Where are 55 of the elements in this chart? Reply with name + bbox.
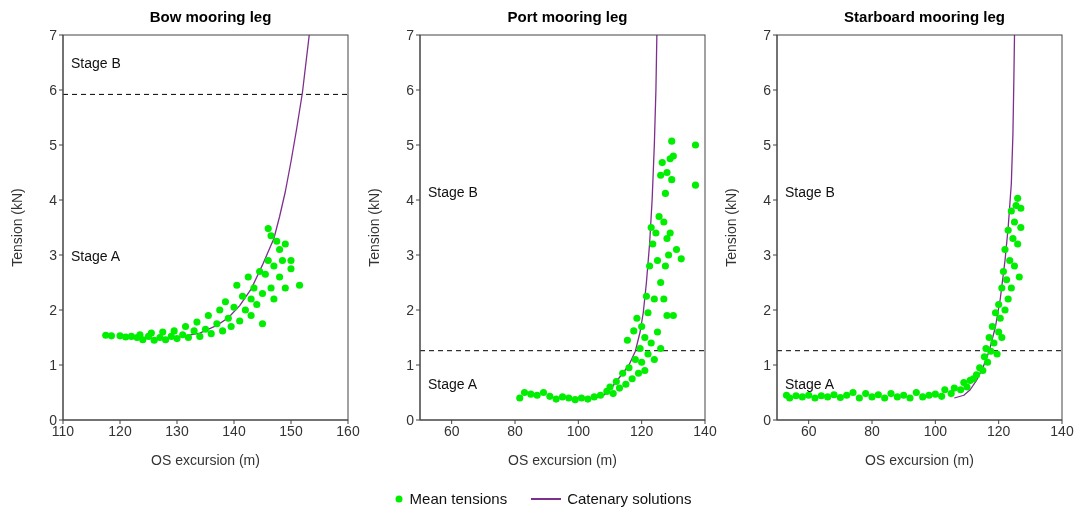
- y-tick-label: 7: [49, 26, 58, 43]
- x-tick-label: 60: [443, 422, 460, 439]
- y-tick-label: 3: [763, 246, 772, 263]
- x-tick-label: 140: [222, 422, 246, 439]
- annotation: Stage B: [71, 55, 121, 72]
- x-tick-label: 60: [800, 422, 817, 439]
- x-tick-label: 80: [864, 422, 880, 439]
- legend-label: Mean tensions: [409, 490, 508, 507]
- y-axis-title: Tension (kN): [722, 188, 739, 267]
- x-tick-label: 100: [923, 422, 948, 439]
- x-tick-label: 120: [629, 422, 654, 439]
- y-tick-label: 0: [406, 411, 415, 428]
- y-tick-label: 4: [763, 191, 772, 208]
- y-tick-label: 1: [406, 356, 415, 373]
- y-tick-label: 5: [406, 136, 415, 153]
- y-tick-label: 3: [406, 246, 415, 263]
- y-tick-label: 1: [763, 356, 772, 373]
- y-tick-label: 6: [406, 81, 415, 98]
- x-axis-title: OS excursion (m): [151, 452, 260, 468]
- y-tick-label: 2: [406, 301, 415, 318]
- y-tick-label: 2: [763, 301, 772, 318]
- y-tick-label: 3: [49, 246, 58, 263]
- y-tick-label: 0: [763, 411, 772, 428]
- y-tick-label: 1: [49, 356, 58, 373]
- y-tick-label: 4: [49, 191, 58, 208]
- y-tick-label: 6: [763, 81, 772, 98]
- y-tick-label: 2: [49, 301, 58, 318]
- y-tick-label: 7: [406, 26, 415, 43]
- x-axis-title: OS excursion (m): [865, 452, 974, 468]
- annotation: Stage B: [785, 183, 835, 200]
- chart-title: Port mooring leg: [507, 8, 628, 25]
- y-tick-label: 5: [763, 136, 772, 153]
- x-tick-label: 80: [507, 422, 523, 439]
- x-tick-label: 140: [1050, 422, 1074, 439]
- annotation: Stage B: [428, 183, 478, 200]
- y-axis-title: Tension (kN): [365, 188, 382, 267]
- y-tick-label: 5: [49, 136, 58, 153]
- x-tick-label: 100: [566, 422, 591, 439]
- x-tick-label: 160: [336, 422, 360, 439]
- y-axis-title: Tension (kN): [8, 188, 25, 267]
- y-tick-label: 6: [49, 81, 58, 98]
- x-tick-label: 120: [108, 422, 132, 439]
- x-tick-label: 140: [693, 422, 717, 439]
- y-tick-label: 4: [406, 191, 415, 208]
- x-tick-label: 120: [986, 422, 1011, 439]
- chart-title: Bow mooring leg: [149, 8, 272, 25]
- annotation: Stage A: [428, 376, 478, 393]
- annotation: Stage A: [71, 247, 121, 264]
- x-tick-label: 130: [165, 422, 189, 439]
- x-tick-label: 150: [279, 422, 303, 439]
- chart-title: Starboard mooring leg: [844, 8, 1005, 25]
- annotation: Stage A: [785, 376, 835, 393]
- legend-label: Catenary solutions: [567, 490, 692, 507]
- y-tick-label: 7: [763, 26, 772, 43]
- x-axis-title: OS excursion (m): [508, 452, 617, 468]
